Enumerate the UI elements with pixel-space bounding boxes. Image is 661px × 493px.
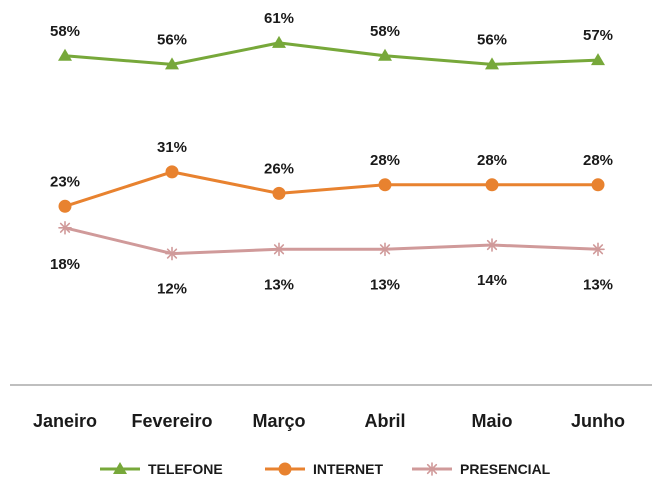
data-label-internet: 31% [157,139,187,156]
data-point-presencial [378,242,392,257]
data-label-internet: 23% [50,173,80,190]
data-label-internet: 26% [264,160,294,177]
x-tick-label: Fevereiro [131,411,212,431]
legend-item-presencial: PRESENCIAL [412,461,551,477]
data-label-internet: 28% [583,152,613,169]
data-point-telefone [58,48,72,61]
data-point-presencial [591,242,605,257]
legend-label-internet: INTERNET [313,461,383,477]
data-label-presencial: 13% [370,276,400,293]
data-label-presencial: 12% [157,281,187,298]
data-label-presencial: 13% [264,276,294,293]
legend: TELEFONE INTERNET PRESENCIAL [100,461,551,477]
legend-label-telefone: TELEFONE [148,461,223,477]
series-line-internet [64,170,598,208]
data-label-telefone: 58% [50,23,80,40]
x-tick-label: Março [252,411,305,431]
data-point-telefone [591,53,605,66]
data-point-telefone [378,48,392,61]
legend-item-internet: INTERNET [265,461,383,477]
data-point-internet [485,178,499,192]
data-point-presencial [58,221,72,235]
legend-marker-telefone [113,462,127,474]
legend-marker-internet [278,462,292,476]
data-label-presencial: 18% [50,256,80,273]
series-line-telefone [64,41,599,66]
legend-marker-presencial [425,462,439,476]
data-point-internet [591,178,605,192]
series-layer: 58% 56% 61% 58% 56% 57% 23% 31% 26% 28% 28% 28% 18% 1… [50,10,613,298]
data-point-presencial [272,242,286,257]
legend-item-telefone: TELEFONE [100,461,223,477]
legend-label-presencial: PRESENCIAL [460,461,551,477]
x-tick-label: Maio [471,411,512,431]
data-label-telefone: 58% [370,23,400,40]
x-tick-label: Junho [571,411,625,431]
data-point-internet [165,165,179,179]
data-point-internet [58,199,72,213]
data-label-internet: 28% [370,152,400,169]
data-label-presencial: 13% [583,276,613,293]
data-label-telefone: 57% [583,27,613,44]
data-point-telefone [272,35,286,48]
data-point-internet [272,186,286,200]
data-label-internet: 28% [477,152,507,169]
x-axis-ticks: Janeiro Fevereiro Março Abril Maio Junho [33,411,625,431]
data-label-telefone: 56% [477,31,507,48]
data-label-telefone: 61% [264,10,294,27]
data-point-presencial [485,238,499,252]
data-point-telefone [165,57,179,70]
data-label-presencial: 14% [477,272,507,289]
data-point-presencial [165,246,179,261]
data-label-telefone: 56% [157,31,187,48]
x-tick-label: Janeiro [33,411,97,431]
data-point-internet [378,178,392,192]
x-tick-label: Abril [364,411,405,431]
data-point-telefone [485,57,499,70]
series-line-presencial [64,226,599,256]
